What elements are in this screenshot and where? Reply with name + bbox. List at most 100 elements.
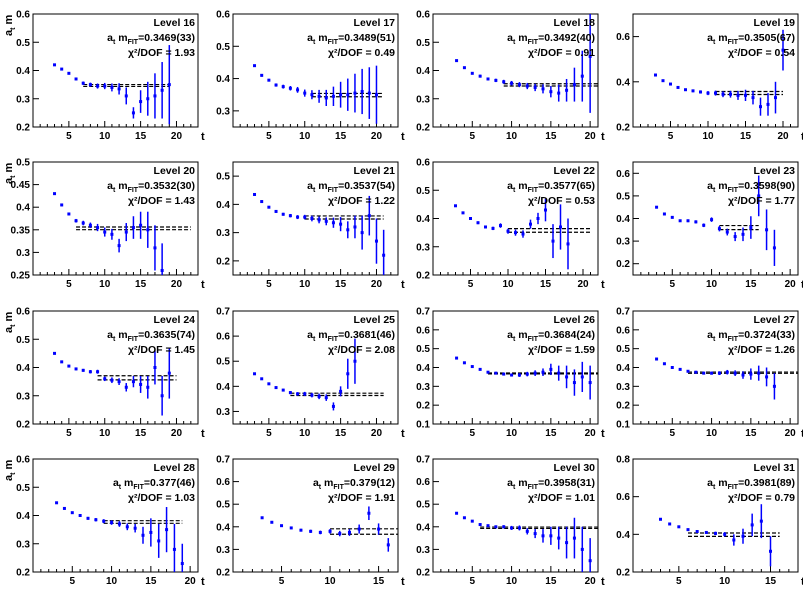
chi2-label: χ²/DOF = 1.43 <box>128 195 195 207</box>
data-point <box>260 73 264 77</box>
data-point <box>328 529 332 533</box>
data-point <box>317 394 321 398</box>
data-point <box>772 384 776 388</box>
data-point <box>310 217 314 220</box>
data-point <box>157 539 161 543</box>
x-tick-label: 15 <box>135 131 147 142</box>
data-point <box>491 226 495 230</box>
data-point <box>661 79 665 83</box>
data-point <box>117 244 121 248</box>
y-tick-label: 0.6 <box>616 325 630 336</box>
data-point <box>572 536 576 540</box>
data-point <box>670 215 674 219</box>
data-point <box>346 93 350 97</box>
data-point <box>462 516 466 520</box>
data-point <box>462 66 466 70</box>
data-point <box>374 239 378 243</box>
data-point <box>160 394 164 398</box>
data-point <box>110 521 114 525</box>
data-point <box>757 194 761 198</box>
data-point <box>759 519 763 523</box>
x-tick-label: 15 <box>765 576 777 587</box>
data-point <box>541 534 545 538</box>
data-point <box>695 530 699 534</box>
data-point <box>324 396 328 400</box>
y-tick-label: 0.5 <box>616 344 630 355</box>
fit-value-label: at mFIT=0.3532(30) <box>107 180 195 194</box>
data-point <box>565 541 569 545</box>
data-point <box>541 370 545 374</box>
chart-panel-level-20: 0.25 0.3 0.35 0.4 0.45 0.5 5 10 15 20 t Level 20 at … <box>3 158 205 292</box>
data-point <box>153 94 157 98</box>
data-point <box>165 528 169 532</box>
y-tick-label: 0.1 <box>616 420 630 431</box>
data-point <box>529 222 532 226</box>
data-point <box>725 370 729 374</box>
plot-frame <box>32 161 199 276</box>
chart-panel-level-27: 0.1 0.2 0.3 0.4 0.5 0.6 0.7 5 10 15 20 t Level 27 at … <box>616 307 803 441</box>
panel-title: Level 30 <box>554 462 596 474</box>
x-tick-label: 5 <box>266 279 272 290</box>
y-tick-label: 0.6 <box>216 332 230 343</box>
x-axis-label: t <box>401 279 405 291</box>
x-axis-label: t <box>601 576 605 588</box>
y-tick-label: 0.8 <box>616 455 630 466</box>
data-point <box>103 377 107 381</box>
fit-value-label: at mFIT=0.3635(74) <box>107 329 195 343</box>
y-tick-label: 0.6 <box>216 10 230 21</box>
data-point <box>694 370 698 374</box>
data-point <box>517 526 521 530</box>
y-tick-label: 0.7 <box>416 307 430 318</box>
fit-value-label: at mFIT=0.3684(24) <box>507 329 595 343</box>
data-point <box>686 369 690 373</box>
data-point <box>525 84 529 88</box>
chi2-label: χ²/DOF = 0.49 <box>328 47 395 59</box>
data-point <box>338 532 342 536</box>
plot-frame <box>632 458 799 573</box>
x-tick-label: 20 <box>585 576 597 587</box>
y-tick-label: 0.7 <box>216 455 230 466</box>
data-point <box>541 87 545 91</box>
data-point <box>536 217 540 220</box>
x-axis-label: t <box>601 131 605 143</box>
y-tick-label: 0.4 <box>216 200 230 211</box>
data-point <box>478 74 482 78</box>
y-tick-label: 0.3 <box>416 545 430 556</box>
data-point <box>772 246 776 250</box>
y-tick-label: 0.4 <box>616 530 630 541</box>
data-point <box>454 204 457 208</box>
x-tick-label: 5 <box>66 279 72 290</box>
data-point <box>339 389 343 393</box>
data-point <box>732 538 736 542</box>
data-point <box>317 94 321 98</box>
data-point <box>60 360 64 364</box>
data-point <box>580 547 584 551</box>
panel-title: Level 23 <box>754 165 796 177</box>
plot-frame <box>432 13 599 128</box>
y-tick-label: 0.2 <box>216 568 230 579</box>
data-point <box>253 372 257 376</box>
y-tick-label: 0.6 <box>416 477 430 488</box>
x-axis-label: t <box>401 428 405 440</box>
panel-title: Level 31 <box>754 462 796 474</box>
data-point <box>751 96 755 100</box>
y-tick-label: 0.6 <box>616 32 630 43</box>
data-point <box>382 253 386 257</box>
data-point <box>677 525 681 529</box>
data-point <box>670 366 674 369</box>
y-tick-label: 0.4 <box>616 214 630 225</box>
data-point <box>53 192 57 196</box>
chi2-label: χ²/DOF = 1.26 <box>728 344 795 356</box>
data-point <box>367 214 371 218</box>
x-axis-label: t <box>201 428 205 440</box>
y-tick-label: 0.3 <box>16 391 30 402</box>
chart-panel-level-18: 0.2 0.3 0.4 0.5 0.6 5 10 15 20 t Level 18 at mFIT=0… <box>416 10 605 144</box>
panel-title: Level 16 <box>154 17 196 29</box>
y-tick-label: 0.5 <box>216 42 230 53</box>
fit-value-label: at mFIT=0.3469(33) <box>107 32 195 46</box>
data-point <box>117 380 121 384</box>
y-tick-label: 0.2 <box>416 271 430 282</box>
data-point <box>331 94 335 98</box>
data-point <box>346 372 350 376</box>
y-tick-label: 0.5 <box>216 500 230 511</box>
